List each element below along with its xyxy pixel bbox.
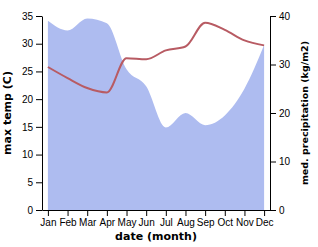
tick-label: 15 bbox=[22, 122, 34, 133]
tick-label: Oct bbox=[218, 217, 234, 228]
plot-area bbox=[48, 18, 264, 210]
tick-mark bbox=[107, 210, 108, 216]
tick-mark bbox=[36, 99, 42, 100]
x-axis-title: date (month) bbox=[115, 230, 197, 243]
tick-label: May bbox=[118, 217, 137, 228]
tick-label: Apr bbox=[100, 217, 116, 228]
tick: May bbox=[118, 210, 137, 228]
tick: 10 bbox=[270, 156, 291, 167]
tick: 15 bbox=[22, 122, 42, 133]
tick: Feb bbox=[59, 210, 77, 228]
tick-label: Sep bbox=[197, 217, 215, 228]
tick: 40 bbox=[270, 11, 291, 22]
tick: 0 bbox=[27, 205, 42, 216]
tick-label: Jul bbox=[160, 217, 173, 228]
tick-mark bbox=[36, 182, 42, 183]
tick: 30 bbox=[22, 38, 42, 49]
tick-label: 35 bbox=[22, 11, 34, 22]
tick-mark bbox=[205, 210, 206, 216]
tick-label: 30 bbox=[22, 38, 34, 49]
tick-mark bbox=[225, 210, 226, 216]
tick-mark bbox=[166, 210, 167, 216]
tick: Dec bbox=[256, 210, 274, 228]
tick-label: 30 bbox=[279, 59, 291, 70]
tick-mark bbox=[48, 210, 49, 216]
tick-mark bbox=[36, 210, 42, 211]
tick-label: 0 bbox=[279, 205, 285, 216]
tick-mark bbox=[185, 210, 186, 216]
tick-label: 10 bbox=[279, 156, 291, 167]
tick-label: 5 bbox=[27, 177, 33, 188]
tick-mark bbox=[270, 16, 276, 17]
y-axis: 0 5 10 15 20 25 30 35 bbox=[22, 11, 43, 216]
y2-axis: 0 10 20 30 40 bbox=[270, 11, 291, 216]
tick: 20 bbox=[22, 94, 42, 105]
tick-label: Nov bbox=[236, 217, 254, 228]
tick-label: Dec bbox=[256, 217, 274, 228]
tick: Jun bbox=[139, 210, 155, 228]
tick: 0 bbox=[270, 205, 285, 216]
x-axis: JanFebMarAprMayJun Jul AugSepOctNovDec bbox=[40, 210, 273, 228]
tick-label: Aug bbox=[177, 217, 195, 228]
tick-label: Jun bbox=[139, 217, 155, 228]
tick: 25 bbox=[22, 66, 42, 77]
y2-axis-title: med. precipitation (kg/m2) bbox=[299, 41, 310, 185]
tick: 20 bbox=[270, 108, 291, 119]
y-axis-title: max temp (C) bbox=[1, 71, 14, 155]
axis-line bbox=[43, 210, 271, 211]
tick-label: 20 bbox=[279, 108, 291, 119]
axis-line bbox=[42, 17, 43, 211]
tick-mark bbox=[270, 210, 276, 211]
tick-mark bbox=[68, 210, 69, 216]
tick: Apr bbox=[100, 210, 116, 228]
tick-label: Feb bbox=[59, 217, 77, 228]
tick-mark bbox=[36, 44, 42, 45]
tick: Mar bbox=[79, 210, 97, 228]
temperature-line bbox=[48, 23, 264, 93]
tick-mark bbox=[36, 127, 42, 128]
tick-label: Mar bbox=[79, 217, 97, 228]
tick-mark bbox=[270, 162, 276, 163]
chart: JanFebMarAprMayJun Jul AugSepOctNovDec 0 5 10… bbox=[0, 0, 318, 247]
tick: Nov bbox=[236, 210, 254, 228]
tick: 35 bbox=[22, 11, 42, 22]
tick-label: 10 bbox=[22, 149, 34, 160]
tick-mark bbox=[36, 155, 42, 156]
tick: 5 bbox=[27, 177, 42, 188]
tick-label: 20 bbox=[22, 94, 34, 105]
tick-mark bbox=[264, 210, 265, 216]
tick: 30 bbox=[270, 59, 291, 70]
tick: Jan bbox=[40, 210, 56, 228]
precipitation-area bbox=[48, 18, 264, 210]
tick-label: 40 bbox=[279, 11, 291, 22]
tick-mark bbox=[127, 210, 128, 216]
tick-mark bbox=[36, 16, 42, 17]
tick-mark bbox=[36, 71, 42, 72]
tick-mark bbox=[270, 113, 276, 114]
tick: Sep bbox=[197, 210, 215, 228]
tick: Oct bbox=[218, 210, 234, 228]
tick: Aug bbox=[177, 210, 195, 228]
tick: Jul bbox=[160, 210, 173, 228]
tick-mark bbox=[244, 210, 245, 216]
tick-mark bbox=[146, 210, 147, 216]
tick-mark bbox=[270, 65, 276, 66]
tick-label: 0 bbox=[27, 205, 33, 216]
tick-label: Jan bbox=[40, 217, 56, 228]
tick: 10 bbox=[22, 149, 42, 160]
tick-label: 25 bbox=[22, 66, 34, 77]
tick-mark bbox=[87, 210, 88, 216]
